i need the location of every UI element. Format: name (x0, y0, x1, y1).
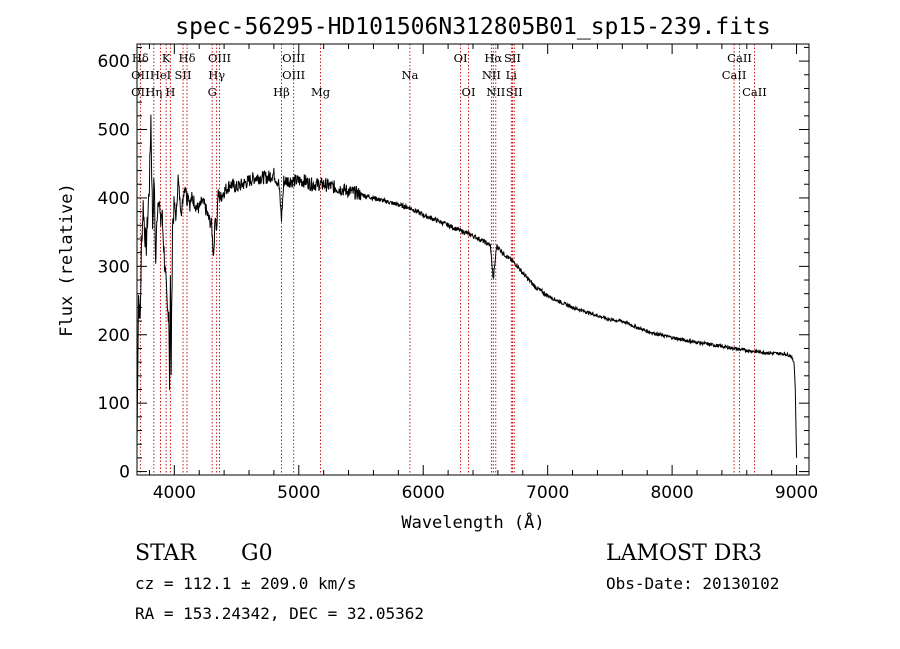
emission-line-label: OII (131, 85, 150, 99)
spectrum-series (136, 114, 798, 458)
x-tick-label: 8000 (650, 483, 693, 503)
y-tick-label: 100 (98, 394, 130, 414)
emission-line-label: OIII (282, 68, 305, 82)
emission-line-label: SII (504, 51, 521, 65)
emission-line-label: Mg (311, 85, 331, 99)
emission-line-label: NII (486, 85, 505, 99)
x-tick-label: 4000 (153, 483, 196, 503)
redshift-velocity: cz = 112.1 ± 209.0 km/s (135, 574, 357, 593)
observation-date: Obs-Date: 20130102 (606, 574, 779, 593)
x-axis-title: Wavelength (Å) (401, 511, 544, 533)
emission-line-label: CaII (727, 51, 752, 65)
emission-line-label: G (208, 85, 217, 99)
y-axis-title: Flux (relative) (57, 183, 77, 337)
emission-line-label: CaII (722, 68, 747, 82)
object-class: STAR (135, 541, 197, 566)
emission-line-label: Hη (145, 85, 162, 99)
emission-line-label: OI (454, 51, 468, 65)
emission-line-label: HeI (150, 68, 171, 82)
sky-coordinates: RA = 153.24342, DEC = 32.05362 (135, 604, 424, 623)
object-subclass: G0 (241, 541, 273, 566)
x-tick-label: 5000 (277, 483, 320, 503)
emission-line-label: CaII (742, 85, 767, 99)
emission-line-label: OIII (208, 51, 231, 65)
emission-line-label: SII (175, 68, 192, 82)
emission-line-markers (139, 44, 755, 475)
plot-frame (136, 43, 810, 476)
survey-name: LAMOST DR3 (606, 541, 762, 566)
spectrum-line-flux (136, 114, 798, 458)
y-tick-label: 0 (119, 463, 130, 483)
x-tick-label: 7000 (526, 483, 569, 503)
emission-line-label: OI (462, 85, 476, 99)
emission-line-label: Hδ (179, 51, 196, 65)
emission-line-label: SII (506, 85, 523, 99)
y-tick-label: 200 (98, 326, 130, 346)
y-tick-label: 300 (98, 257, 130, 277)
emission-line-label: OIII (282, 51, 305, 65)
axis-ticks: 4000 5000 6000 7000 8000 9000 0 100 200 300 400 500… (98, 44, 818, 503)
emission-line-label: H (165, 85, 175, 99)
chart-title: spec-56295-HD101506N312805B01_sp15-239.f… (175, 14, 770, 40)
x-tick-label: 6000 (402, 483, 445, 503)
emission-line-label: Li (506, 68, 518, 82)
emission-line-label: Hβ (273, 85, 290, 99)
y-tick-label: 400 (98, 189, 130, 209)
emission-line-label: OII (131, 68, 150, 82)
emission-line-label: Hα (484, 51, 502, 65)
emission-line-label: Na (401, 68, 418, 82)
emission-line-label: Hδ (132, 51, 149, 65)
y-tick-label: 600 (98, 52, 130, 72)
emission-line-label: K (162, 51, 171, 65)
y-tick-label: 500 (98, 121, 130, 141)
emission-line-label: Hγ (208, 68, 225, 82)
x-tick-label: 9000 (775, 483, 818, 503)
emission-line-label: NII (482, 68, 501, 82)
